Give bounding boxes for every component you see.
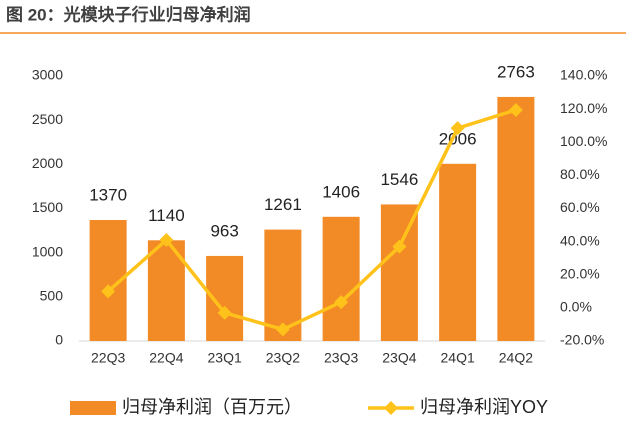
value-label: 1406 [322, 182, 360, 201]
x-tick-label: 22Q4 [149, 350, 183, 366]
y-tick-label: 3000 [32, 67, 63, 83]
x-tick-label: 23Q1 [208, 350, 242, 366]
y-tick-label: 1000 [32, 243, 63, 259]
x-tick-label: 23Q4 [382, 350, 416, 366]
x-tick-label: 23Q3 [324, 350, 358, 366]
value-label: 1261 [264, 195, 302, 214]
line-marker [508, 102, 523, 117]
y-tick-label: 1500 [32, 199, 63, 215]
legend-label: 归母净利润（百万元） [122, 397, 302, 417]
y-tick-label: 2500 [32, 111, 63, 127]
value-label: 2763 [497, 62, 535, 81]
bar [380, 204, 418, 341]
y2-tick-label: 100.0% [560, 133, 607, 149]
line-marker [450, 121, 465, 136]
value-label: 1140 [148, 206, 185, 225]
y2-tick-label: 120.0% [560, 100, 607, 116]
x-tick-label: 24Q1 [441, 350, 475, 366]
bar [439, 163, 477, 341]
line-marker [275, 322, 290, 337]
y-tick-label: 2000 [32, 155, 63, 171]
x-tick-label: 23Q2 [266, 350, 300, 366]
y2-tick-label: -20.0% [560, 332, 604, 348]
legend-marker [384, 401, 398, 415]
y2-tick-label: 20.0% [560, 265, 600, 281]
line-marker [217, 305, 232, 320]
y-tick-label: 500 [40, 288, 64, 304]
line-marker [159, 232, 174, 247]
line-marker [101, 284, 116, 299]
y2-tick-label: 0.0% [560, 299, 592, 315]
value-label: 1370 [89, 185, 127, 204]
y2-tick-label: 40.0% [560, 232, 600, 248]
x-tick-label: 24Q2 [499, 350, 533, 366]
y2-tick-label: 80.0% [560, 166, 600, 182]
legend-swatch [70, 401, 116, 415]
line [106, 108, 517, 332]
bar [322, 216, 360, 341]
value-label: 963 [210, 221, 238, 240]
x-tick-label: 22Q3 [91, 350, 125, 366]
chart-title: 图 20：光模块子行业归母净利润 [6, 4, 251, 24]
bar [497, 96, 535, 341]
y2-tick-label: 140.0% [560, 67, 607, 83]
value-label: 1546 [380, 170, 418, 189]
legend-label: 归母净利润YOY [420, 397, 548, 417]
line-marker [334, 295, 349, 310]
y2-tick-label: 60.0% [560, 199, 600, 215]
y-tick-label: 0 [55, 332, 63, 348]
line-marker [392, 239, 407, 254]
